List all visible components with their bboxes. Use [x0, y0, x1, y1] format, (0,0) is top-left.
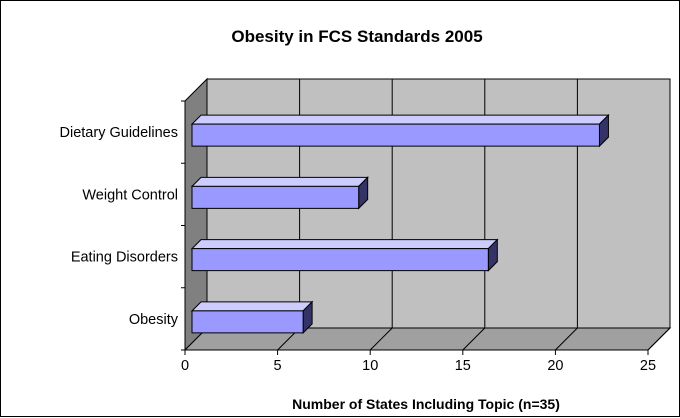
x-tick-label: 5 [274, 358, 282, 374]
bar-group [190, 113, 610, 148]
bar-top [190, 301, 314, 312]
x-tick-label: 10 [362, 358, 378, 374]
bar-top [190, 176, 369, 187]
x-axis-label: Number of States Including Topic (n=35) [292, 396, 560, 412]
x-tick-label: 15 [455, 358, 471, 374]
bar-top [190, 239, 499, 250]
x-tick-label: 25 [640, 358, 656, 374]
bar-top [190, 114, 610, 125]
gridline-floor [647, 327, 671, 351]
bar-group [190, 300, 314, 335]
category-label: Eating Disorders [71, 250, 178, 266]
bar [191, 185, 360, 209]
category-label: Weight Control [82, 187, 178, 203]
bar [191, 123, 600, 147]
gridline-floor [462, 327, 486, 351]
bar [191, 310, 304, 334]
bar-group [190, 238, 499, 272]
bar-group [190, 176, 369, 210]
x-tick-label: 20 [547, 358, 563, 374]
bar [191, 248, 489, 272]
x-tick-label: 0 [181, 358, 189, 374]
chart-title: Obesity in FCS Standards 2005 [231, 27, 482, 46]
gridline-floor [369, 327, 393, 351]
category-label: Dietary Guidelines [60, 125, 178, 141]
category-label: Obesity [129, 312, 179, 328]
gridline-floor [555, 327, 578, 351]
